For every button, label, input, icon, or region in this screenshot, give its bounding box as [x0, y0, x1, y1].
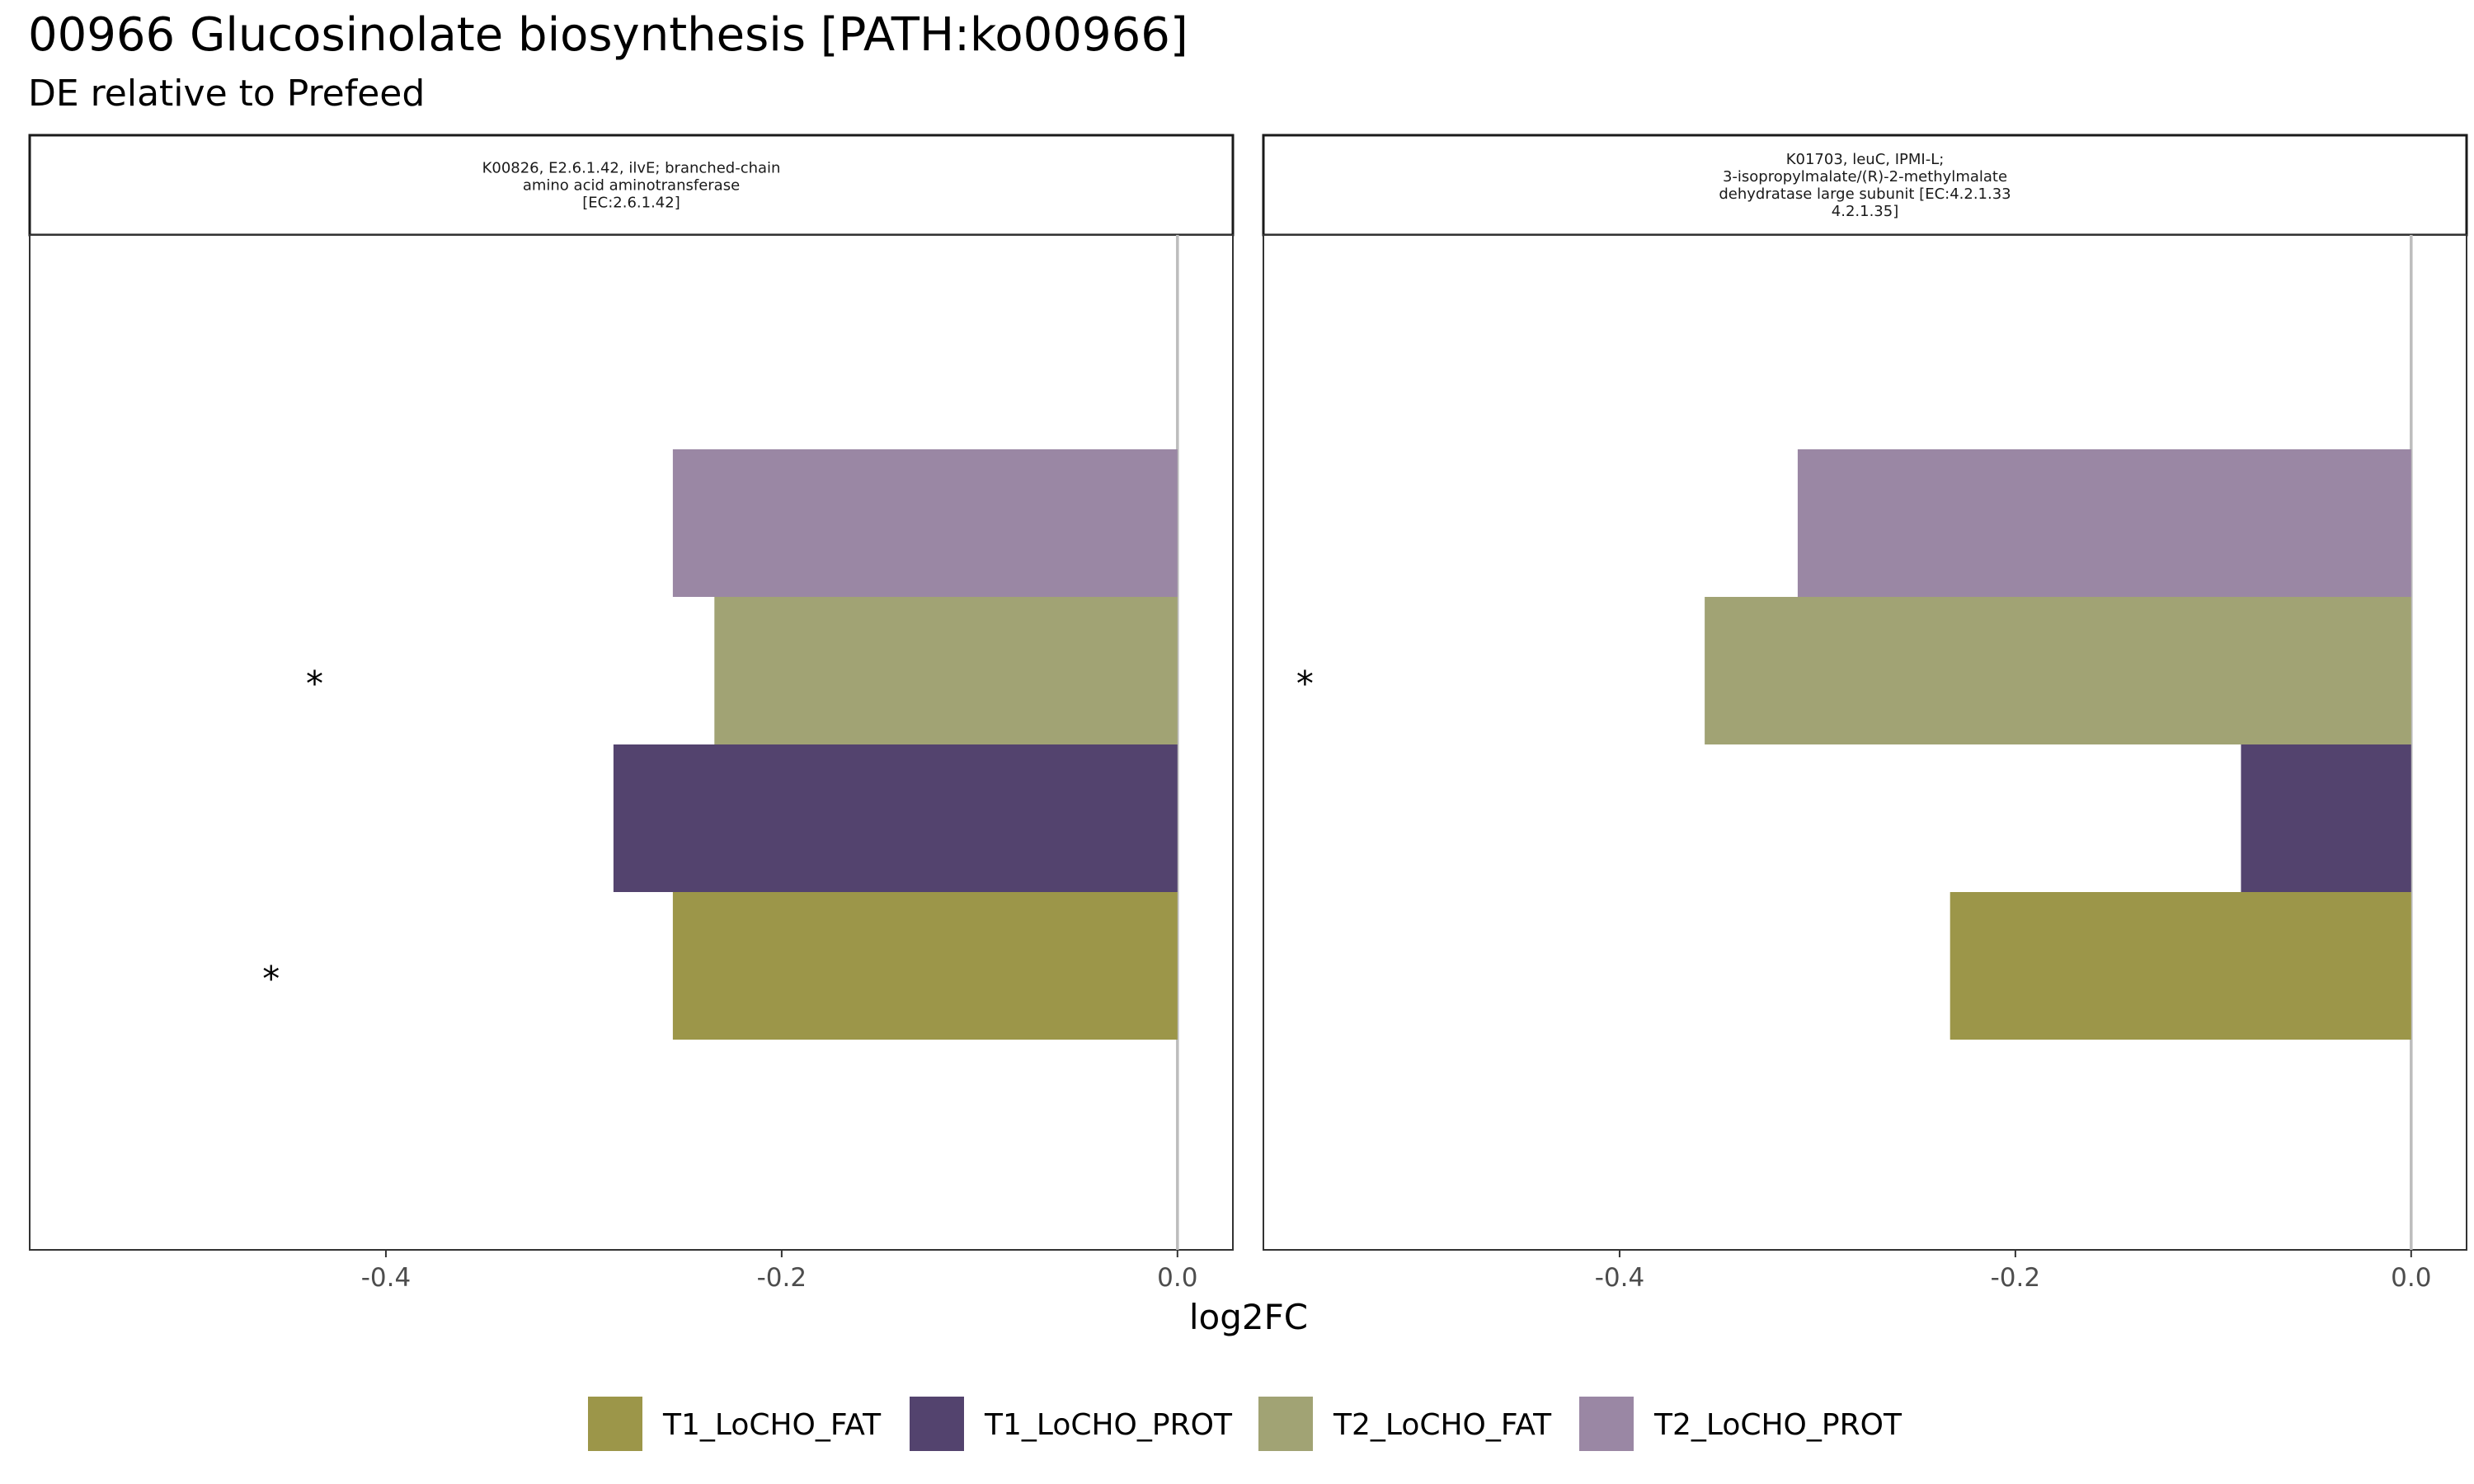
x-axis-tick-label: 0.0 — [2391, 1263, 2431, 1293]
facet-strip-1 — [28, 134, 1235, 237]
bar-t2-locho-prot — [672, 449, 1178, 597]
facet-strip-text-line: K01703, leuC, IPMI-L; — [1786, 151, 1945, 168]
x-axis-tick-label: 0.0 — [1157, 1263, 1197, 1293]
chart-title: 00966 Glucosinolate biosynthesis [PATH:k… — [28, 8, 1188, 62]
legend-item-t2-locho-prot: T2_LoCHO_PROT — [1579, 1397, 1903, 1451]
x-axis-title: log2FC — [1189, 1297, 1308, 1337]
legend-label: T2_LoCHO_FAT — [1333, 1408, 1552, 1442]
legend-label: T1_LoCHO_PROT — [984, 1408, 1233, 1442]
facet-strip-2 — [1262, 134, 2468, 237]
legend-swatch — [1579, 1397, 1634, 1451]
facet-strip-text-line: [EC:2.6.1.42] — [582, 195, 680, 212]
bar-t1-locho-prot — [2241, 744, 2411, 892]
legend-label: T2_LoCHO_PROT — [1653, 1408, 1903, 1442]
bar-t2-locho-fat — [714, 597, 1178, 744]
legend-swatch — [588, 1397, 642, 1451]
x-axis-tick-label: -0.2 — [1991, 1263, 2041, 1293]
legend-swatch — [1258, 1397, 1313, 1451]
facet-strip-text-line: dehydratase large subunit [EC:4.2.1.33 — [1719, 186, 2011, 203]
chart-subtitle: DE relative to Prefeed — [28, 73, 425, 115]
x-axis-tick-label: -0.4 — [1595, 1263, 1645, 1293]
legend-label: T1_LoCHO_FAT — [662, 1408, 882, 1442]
bar-t2-locho-fat — [1705, 597, 2411, 744]
facet-panel-2: K01703, leuC, IPMI-L;3-isopropylmalate/(… — [1262, 134, 2468, 1293]
legend-item-t1-locho-fat: T1_LoCHO_FAT — [588, 1397, 882, 1451]
legend-item-t1-locho-prot: T1_LoCHO_PROT — [910, 1397, 1233, 1451]
bar-t1-locho-fat — [672, 892, 1178, 1040]
facet-strip-text-line: 3-isopropylmalate/(R)-2-methylmalate — [1723, 168, 2007, 186]
legend-item-t2-locho-fat: T2_LoCHO_FAT — [1258, 1397, 1552, 1451]
facet-panel-1: K00826, E2.6.1.42, ilvE; branched-chaina… — [28, 134, 1235, 1293]
significance-star: * — [1296, 664, 1314, 704]
x-axis-tick-label: -0.4 — [361, 1263, 412, 1293]
significance-star: * — [262, 959, 280, 999]
facet-panels: K00826, E2.6.1.42, ilvE; branched-chaina… — [28, 134, 2468, 1293]
facet-strip-text-line: 4.2.1.35] — [1832, 203, 1898, 220]
bar-t1-locho-prot — [613, 744, 1178, 892]
facet-strip-text-line: K00826, E2.6.1.42, ilvE; branched-chain — [482, 160, 781, 177]
facet-strip-text-line: amino acid aminotransferase — [523, 177, 740, 195]
legend: T1_LoCHO_FAT T1_LoCHO_PROT T2_LoCHO_FAT T2_… — [588, 1397, 1903, 1451]
significance-star: * — [306, 664, 323, 704]
legend-swatch — [910, 1397, 964, 1451]
x-axis-tick-label: -0.2 — [757, 1263, 807, 1293]
bar-t2-locho-prot — [1797, 449, 2411, 597]
bar-t1-locho-fat — [1950, 892, 2411, 1040]
